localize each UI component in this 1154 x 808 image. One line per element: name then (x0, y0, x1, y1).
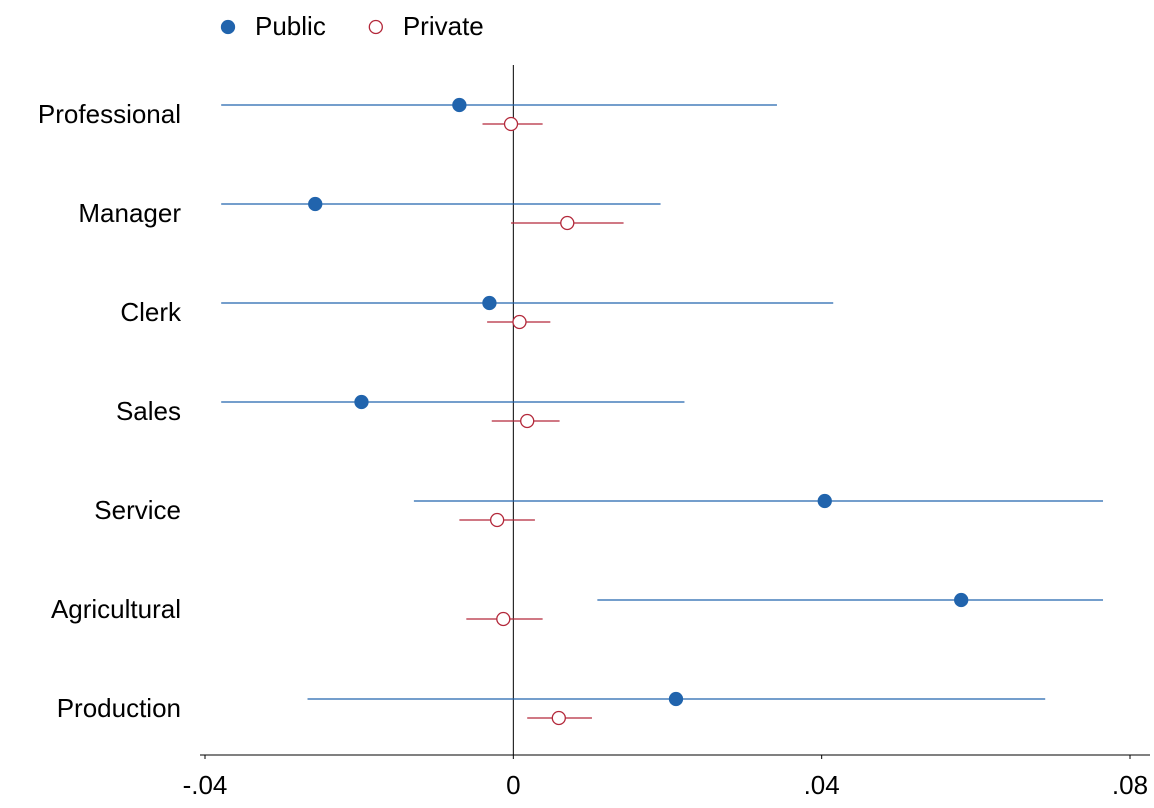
point (496, 611, 511, 627)
legend-marker (220, 19, 236, 35)
point (954, 592, 969, 608)
point (817, 493, 832, 509)
legend-label: Private (403, 11, 484, 41)
y-tick-label: Clerk (120, 297, 182, 327)
point (354, 394, 369, 410)
point (452, 97, 467, 113)
y-tick-label: Service (94, 495, 181, 525)
point (512, 314, 527, 330)
point (308, 196, 323, 212)
y-tick-label: Manager (78, 198, 181, 228)
y-tick-label: Professional (38, 99, 181, 129)
point (560, 215, 575, 231)
x-tick-label: -.04 (183, 770, 228, 800)
point (482, 295, 497, 311)
legend-marker (368, 19, 383, 35)
point (489, 512, 505, 528)
x-tick-label: 0 (506, 770, 520, 800)
point (520, 413, 535, 429)
legend-label: Public (255, 11, 326, 41)
y-tick-label: Sales (116, 396, 181, 426)
x-tick-label: .08 (1112, 770, 1148, 800)
point (551, 710, 566, 726)
y-tick-label: Production (57, 693, 181, 723)
point (668, 691, 684, 707)
y-tick-label: Agricultural (51, 594, 181, 624)
x-tick-label: .04 (804, 770, 840, 800)
point (503, 116, 519, 132)
